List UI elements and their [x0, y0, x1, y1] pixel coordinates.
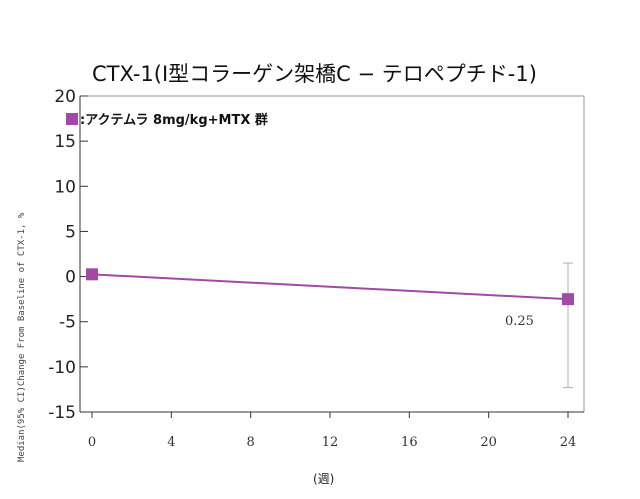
data-point-marker	[562, 293, 574, 306]
series-line	[91, 273, 569, 301]
x-tick-label: 24	[560, 435, 577, 450]
y-tick-label: -15	[48, 403, 76, 423]
series-layer	[86, 262, 574, 389]
chart-title: CTX-1(Ⅰ型コラーゲン架橋C − テロペプチド-1)	[92, 62, 537, 86]
legend-marker	[66, 113, 78, 125]
x-axis-label: (週)	[313, 472, 334, 486]
x-axis-ticks: 0 4 8 12 16 20 24	[88, 412, 576, 450]
y-tick-label: 0	[65, 268, 76, 288]
legend-label: :アクテムラ 8mg/kg+MTX 群	[80, 112, 268, 128]
x-tick-label: 12	[322, 435, 339, 450]
y-tick-label: 15	[54, 132, 76, 152]
y-axis-label: Median(95% CI)Change From Baseline of CT…	[17, 212, 27, 462]
x-tick-label: 16	[401, 435, 418, 450]
y-tick-label: -5	[59, 313, 76, 333]
x-tick-label: 0	[88, 435, 96, 450]
x-tick-label: 20	[480, 435, 497, 450]
data-label-annotation: 0.25	[505, 314, 534, 329]
x-tick-label: 8	[247, 435, 255, 450]
data-point-marker	[86, 268, 98, 281]
y-axis-ticks: 20 15 10 5 0 -5 -10 -15	[48, 87, 88, 423]
y-tick-label: 20	[54, 87, 76, 107]
y-tick-label: -10	[48, 358, 76, 378]
y-tick-label: 10	[54, 177, 76, 197]
x-tick-label: 4	[167, 435, 175, 450]
y-tick-label: 5	[65, 222, 76, 242]
